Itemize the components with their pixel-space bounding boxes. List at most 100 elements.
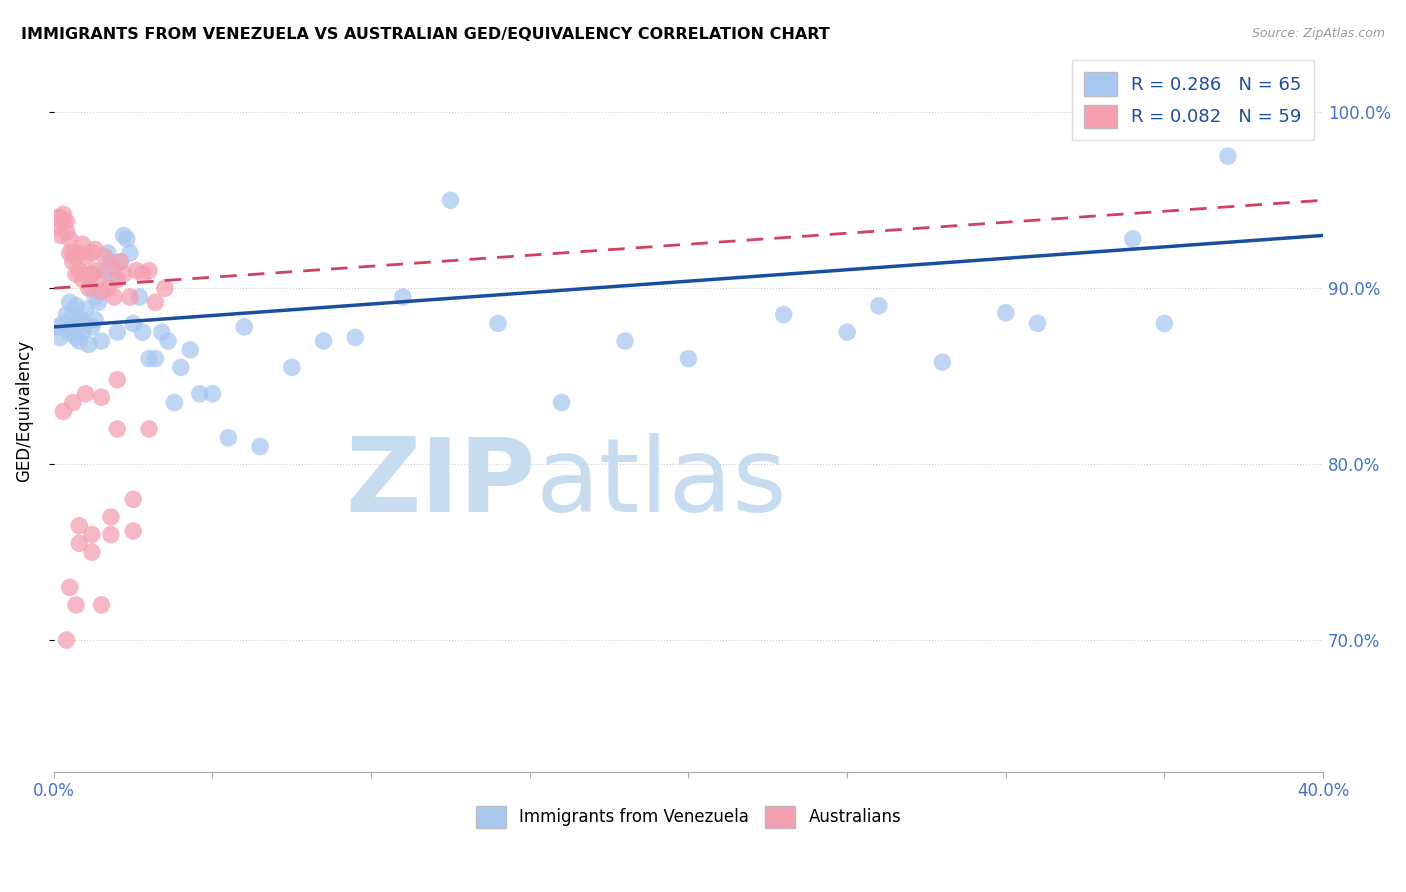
Point [72,237,94,252]
Point [138,422,160,436]
Point [62,395,84,409]
Point [84,243,107,257]
Text: atlas: atlas [536,433,787,534]
Point [105,422,128,436]
Text: ZIP: ZIP [346,433,536,534]
Point [157,334,180,348]
Point [233,319,256,334]
Point [614,334,637,348]
Point [77,281,100,295]
Point [72,325,94,339]
Point [80,246,103,260]
Point [75,267,97,281]
Point [105,373,128,387]
Point [62,308,84,322]
Point [128,290,150,304]
Point [84,313,107,327]
Point [67,518,90,533]
Point [49,211,72,225]
Point [179,343,201,357]
Point [138,351,160,366]
Point [249,440,271,454]
Point [93,250,115,264]
Point [868,299,890,313]
Text: IMMIGRANTS FROM VENEZUELA VS AUSTRALIAN GED/EQUIVALENCY CORRELATION CHART: IMMIGRANTS FROM VENEZUELA VS AUSTRALIAN … [21,27,830,42]
Point [678,351,700,366]
Point [67,317,90,331]
Point [90,334,112,348]
Point [75,386,97,401]
Point [59,325,82,339]
Point [118,246,141,260]
Point [994,306,1017,320]
Point [65,330,87,344]
Point [1026,317,1049,331]
Point [80,319,103,334]
Point [75,317,97,331]
Point [65,267,87,281]
Point [122,492,145,507]
Point [55,214,77,228]
Point [131,267,153,281]
Point [55,225,77,239]
Point [87,295,110,310]
Point [59,246,82,260]
Point [145,295,167,310]
Point [112,228,135,243]
Point [1122,232,1144,246]
Point [52,317,75,331]
Point [344,330,367,344]
Point [122,524,145,538]
Point [75,250,97,264]
Point [59,232,82,246]
Point [837,325,859,339]
Point [112,267,135,281]
Point [90,598,112,612]
Point [52,207,75,221]
Point [84,263,107,277]
Point [67,334,90,348]
Point [103,290,125,304]
Point [100,255,122,269]
Point [55,308,77,322]
Point [90,390,112,404]
Point [77,337,100,351]
Point [115,232,138,246]
Point [75,302,97,317]
Point [392,290,415,304]
Point [80,267,103,281]
Point [153,281,176,295]
Point [46,211,69,225]
Point [118,290,141,304]
Point [52,214,75,228]
Point [62,319,84,334]
Point [281,360,304,375]
Point [103,272,125,286]
Point [72,313,94,327]
Point [52,404,75,418]
Point [46,219,69,234]
Point [105,325,128,339]
Point [87,272,110,286]
Point [59,295,82,310]
Point [62,255,84,269]
Point [59,580,82,594]
Point [97,246,120,260]
Point [1216,149,1239,163]
Point [550,395,572,409]
Point [67,536,90,550]
Point [1153,317,1175,331]
Point [110,255,132,269]
Point [80,281,103,295]
Point [125,263,148,277]
Point [931,355,953,369]
Point [138,263,160,277]
Point [46,319,69,334]
Point [105,272,128,286]
Point [145,351,167,366]
Point [439,193,461,207]
Point [80,545,103,559]
Point [772,308,794,322]
Point [100,510,122,524]
Point [90,285,112,299]
